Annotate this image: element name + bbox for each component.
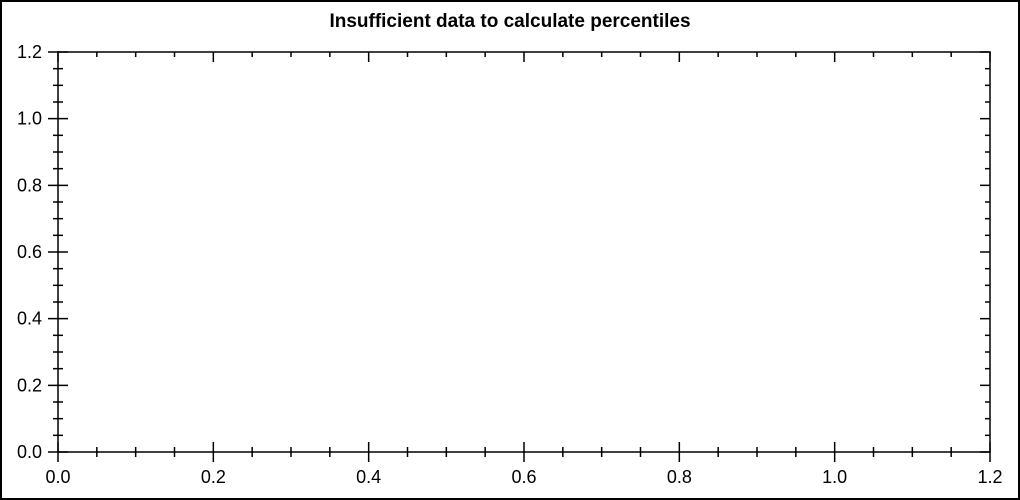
x-tick-label: 0.8: [667, 467, 692, 487]
x-tick-label: 0.6: [511, 467, 536, 487]
y-tick-label: 0.6: [17, 242, 42, 262]
y-tick-label: 1.0: [17, 109, 42, 129]
y-tick-label: 0.4: [17, 309, 42, 329]
y-tick-label: 0.2: [17, 375, 42, 395]
plot-border: [57, 51, 991, 453]
x-tick-label: 0.0: [45, 467, 70, 487]
x-tick-label: 0.2: [201, 467, 226, 487]
y-tick-label: 1.2: [17, 42, 42, 62]
x-tick-label: 1.2: [977, 467, 1002, 487]
x-tick-label: 1.0: [822, 467, 847, 487]
y-tick-label: 0.0: [17, 442, 42, 462]
chart-title: Insufficient data to calculate percentil…: [329, 11, 691, 32]
x-tick-label: 0.4: [356, 467, 381, 487]
y-tick-label: 0.8: [17, 175, 42, 195]
